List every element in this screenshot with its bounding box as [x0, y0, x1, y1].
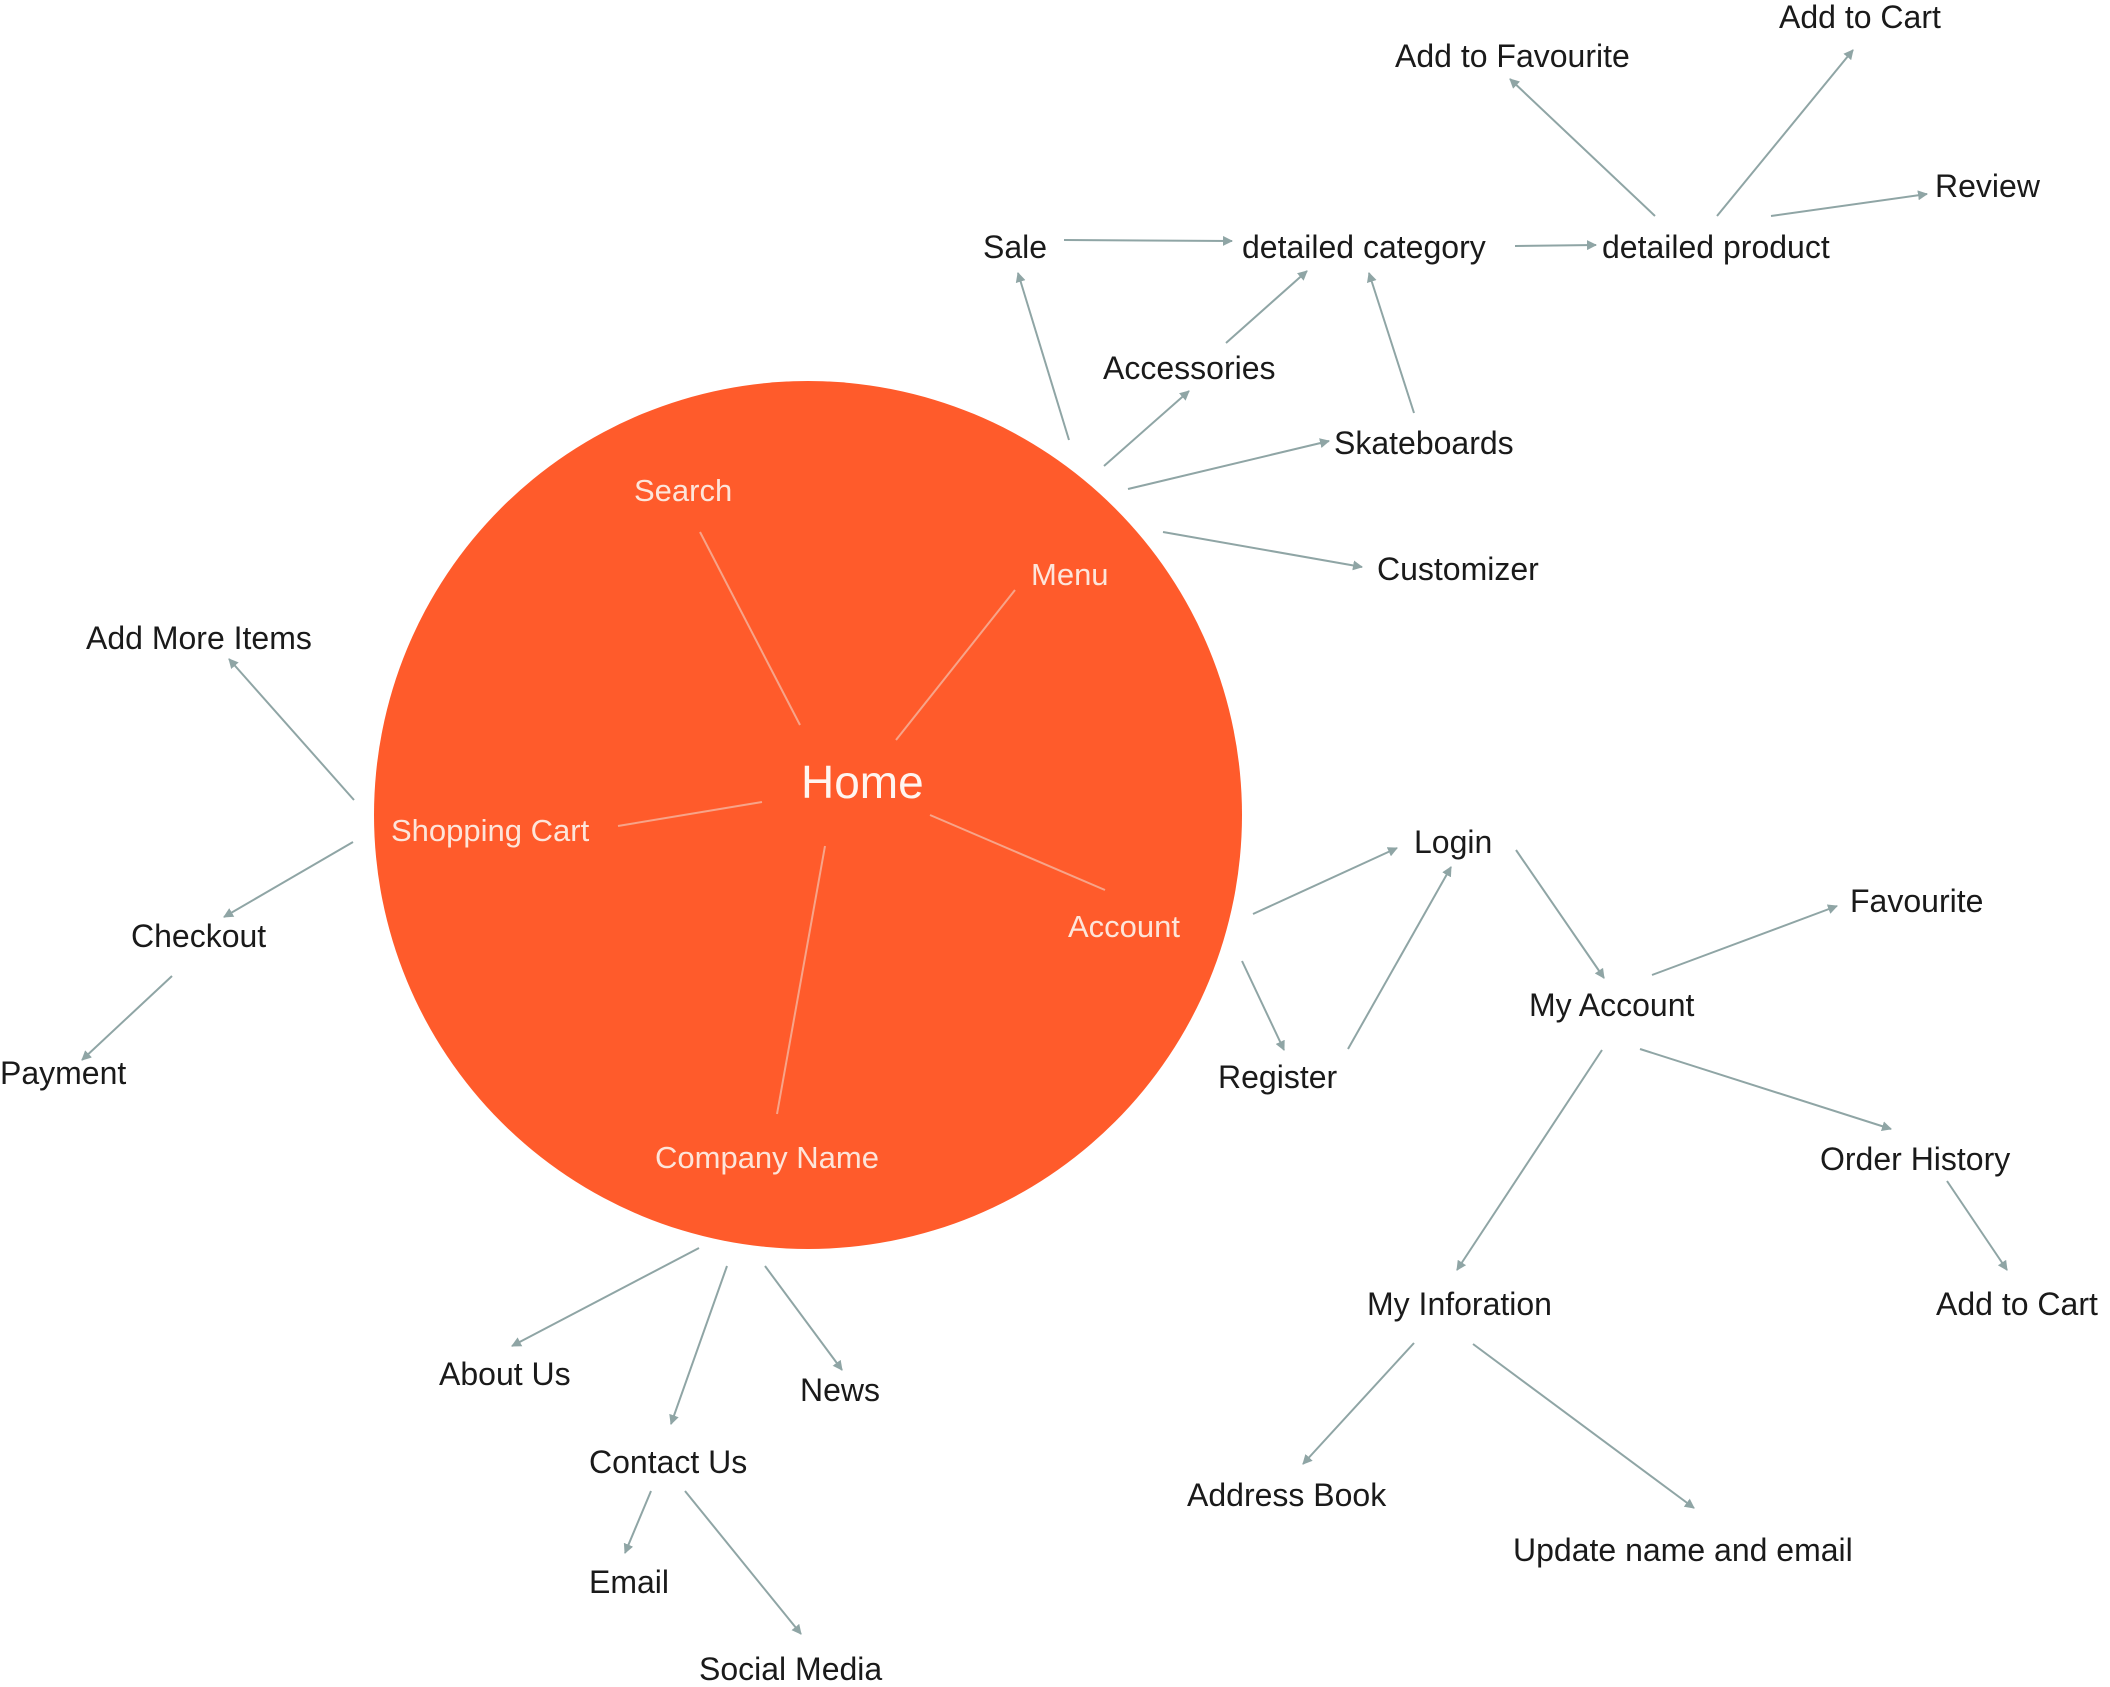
arrow-to-login	[1252, 847, 1398, 915]
sale-label: Sale	[983, 229, 1048, 265]
arrow-to-my-information	[1456, 1049, 1603, 1271]
favourite-label: Favourite	[1850, 883, 1984, 919]
arrow-skateboards-category	[1366, 272, 1415, 414]
detailed-product-label: detailed product	[1602, 229, 1830, 265]
skateboards-label: Skateboards	[1334, 425, 1514, 461]
login-label: Login	[1414, 824, 1493, 860]
arrow-category-product	[1514, 240, 1597, 251]
add-to-cart-top-label: Add to Cart	[1779, 0, 1941, 35]
spoke-shopping-cart	[617, 801, 763, 827]
home-circle	[374, 381, 1242, 1249]
about-us-label: About Us	[439, 1356, 571, 1392]
search-label: Search	[634, 473, 733, 508]
arrow-to-update-name	[1472, 1343, 1695, 1509]
register-label: Register	[1218, 1059, 1338, 1095]
arrow-to-email	[623, 1490, 652, 1554]
arrow-to-favourite-account	[1651, 904, 1838, 976]
review-label: Review	[1935, 168, 2040, 204]
menu-label: Menu	[1031, 557, 1109, 592]
arrow-to-add-cart-top	[1716, 49, 1854, 217]
payment-label: Payment	[0, 1055, 127, 1091]
update-name-email-label: Update name and email	[1513, 1532, 1853, 1568]
arrows	[81, 49, 2008, 1635]
arrow-sale-category	[1063, 235, 1233, 246]
arrow-to-contact-us	[669, 1265, 728, 1425]
accessories-label: Accessories	[1103, 350, 1276, 386]
add-more-items-label: Add More Items	[86, 620, 312, 656]
spoke-company-name	[776, 845, 826, 1115]
news-label: News	[800, 1372, 881, 1408]
arrow-to-accessories	[1103, 390, 1190, 467]
spoke-search	[699, 531, 801, 726]
arrow-to-order-history	[1639, 1048, 1892, 1132]
arrow-to-payment	[81, 975, 173, 1061]
detailed-category-label: detailed category	[1242, 229, 1486, 265]
checkout-label: Checkout	[131, 918, 267, 954]
spoke-menu	[895, 589, 1016, 741]
my-information-label: My Inforation	[1367, 1286, 1552, 1322]
arrow-to-add-cart-order	[1946, 1180, 2008, 1271]
arrow-to-checkout	[223, 841, 354, 918]
add-to-cart-order-label: Add to Cart	[1936, 1286, 2098, 1322]
arrow-to-news	[764, 1265, 843, 1371]
arrow-to-social-media	[684, 1490, 802, 1635]
spoke-account	[929, 814, 1106, 891]
address-book-label: Address Book	[1187, 1477, 1387, 1513]
arrow-to-add-more-items	[228, 658, 355, 801]
account-label: Account	[1068, 909, 1181, 944]
arrow-to-sale	[1015, 272, 1070, 441]
arrow-login-my-account	[1515, 849, 1605, 979]
arrow-to-address-book	[1302, 1342, 1415, 1465]
social-media-label: Social Media	[699, 1651, 883, 1687]
shopping-cart-label: Shopping Cart	[391, 813, 590, 848]
company-name-label: Company Name	[655, 1140, 879, 1175]
arrow-to-favourite	[1509, 78, 1656, 217]
arrow-to-customizer	[1162, 531, 1363, 571]
arrow-accessories-category	[1225, 270, 1308, 344]
arrow-to-skateboards	[1127, 438, 1330, 490]
order-history-label: Order History	[1820, 1141, 2011, 1177]
add-to-favourite-label: Add to Favourite	[1395, 38, 1630, 74]
arrow-to-register	[1241, 960, 1285, 1051]
customizer-label: Customizer	[1377, 551, 1539, 587]
arrow-to-about-us	[511, 1247, 700, 1347]
my-account-label: My Account	[1529, 987, 1695, 1023]
email-label: Email	[589, 1564, 670, 1600]
inner-spokes	[617, 531, 1106, 1115]
arrow-to-review	[1770, 190, 1928, 217]
home-label: Home	[801, 756, 924, 808]
arrow-register-login	[1347, 866, 1452, 1050]
contact-us-label: Contact Us	[589, 1444, 748, 1480]
